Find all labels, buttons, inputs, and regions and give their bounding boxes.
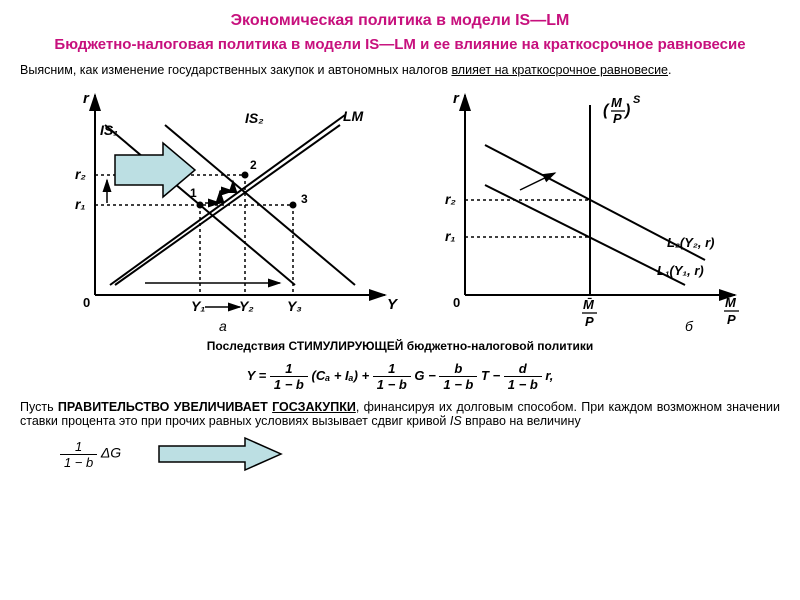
chart-caption: Последствия СТИМУЛИРУЮЩЕЙ бюджетно-налог… [20,339,780,353]
svg-text:S: S [633,94,641,106]
sub-title: Бюджетно-налоговая политика в модели IS—… [20,36,780,53]
equation: Y = 11 − b (Cₐ + Iₐ) + 11 − b G − b1 − b… [20,361,780,392]
svg-text:IS₁: IS₁ [100,122,118,138]
para2: Пусть ПРАВИТЕЛЬСТВО УВЕЛИЧИВАЕТ ГОСЗАКУП… [20,400,780,428]
p2f: вправо на величину [462,414,581,428]
svg-text:(: ( [603,102,610,119]
chart-b: r 0 r₁ r₂ L₁(Y₁, r) L₂(Y₂, r) ( M P ) S … [425,85,755,335]
svg-text:Y₁: Y₁ [191,298,205,314]
svg-text:2: 2 [250,158,257,172]
eq-m3: T − [481,368,500,383]
svg-text:r₂: r₂ [75,166,86,182]
svg-text:M̄: M̄ [583,297,595,312]
delta-g: ΔG [101,444,121,460]
p2b: ПРАВИТЕЛЬСТВО УВЕЛИЧИВАЕТ [58,400,272,414]
eq-m4: r, [545,368,553,383]
svg-text:P: P [727,312,736,327]
svg-text:): ) [623,102,630,119]
svg-text:M: M [611,95,623,110]
result-arrow-icon [155,436,285,472]
svg-text:M: M [725,295,737,310]
charts-row: r Y 0 r₁ r₂ Y₁ Y₂ Y₃ IS₁ IS₂ LM 1 2 3 а [20,85,780,335]
svg-text:0: 0 [83,295,90,310]
svg-text:P: P [585,314,594,329]
eq-m2: G − [414,368,435,383]
svg-text:P: P [613,111,622,126]
svg-text:LM: LM [343,108,364,124]
p2e: IS [450,414,462,428]
svg-text:Y: Y [387,296,399,313]
chart-a: r Y 0 r₁ r₂ Y₁ Y₂ Y₃ IS₁ IS₂ LM 1 2 3 а [45,85,405,335]
main-title: Экономическая политика в модели IS—LM [20,12,780,30]
svg-text:0: 0 [453,295,460,310]
svg-text:1: 1 [190,186,197,200]
eq-lhs: Y = [247,368,270,383]
svg-text:3: 3 [301,192,308,206]
svg-text:r₁: r₁ [445,228,455,244]
intro-text-under: влияет на краткосрочное равновесие [451,63,668,77]
svg-text:r₁: r₁ [75,196,85,212]
svg-text:L₁(Y₁, r): L₁(Y₁, r) [657,263,704,278]
svg-text:Y₂: Y₂ [239,298,254,314]
svg-text:r₂: r₂ [445,191,456,207]
intro-text-post: . [668,63,671,77]
p2c: ГОСЗАКУПКИ [272,400,356,414]
svg-text:IS₂: IS₂ [245,110,264,126]
delta-g-row: 11 − b ΔG [20,436,780,472]
intro-paragraph: Выясним, как изменение государственных з… [20,63,780,77]
intro-text-pre: Выясним, как изменение государственных з… [20,63,451,77]
p2a: Пусть [20,400,58,414]
shift-arrow-icon [115,143,195,197]
eq-m1: (Cₐ + Iₐ) + [312,368,370,383]
svg-text:а: а [219,318,227,334]
svg-text:r: r [83,90,90,107]
svg-text:Y₃: Y₃ [287,298,302,314]
svg-text:б: б [685,318,694,334]
svg-text:L₂(Y₂, r): L₂(Y₂, r) [667,235,714,250]
svg-text:r: r [453,90,460,107]
